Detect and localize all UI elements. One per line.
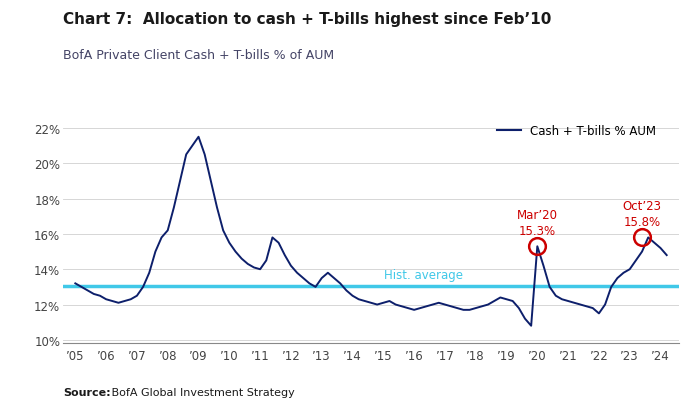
Text: BofA Private Client Cash + T-bills % of AUM: BofA Private Client Cash + T-bills % of … [63, 49, 334, 62]
Text: Oct’23
15.8%: Oct’23 15.8% [622, 199, 661, 228]
Text: Mar’20
15.3%: Mar’20 15.3% [517, 208, 558, 237]
Text: BofA Global Investment Strategy: BofA Global Investment Strategy [108, 387, 295, 397]
Legend: Cash + T-bills % AUM: Cash + T-bills % AUM [492, 120, 661, 143]
Text: Hist. average: Hist. average [384, 268, 463, 281]
Text: Source:: Source: [63, 387, 111, 397]
Text: Chart 7:  Allocation to cash + T-bills highest since Feb’10: Chart 7: Allocation to cash + T-bills hi… [63, 12, 552, 27]
